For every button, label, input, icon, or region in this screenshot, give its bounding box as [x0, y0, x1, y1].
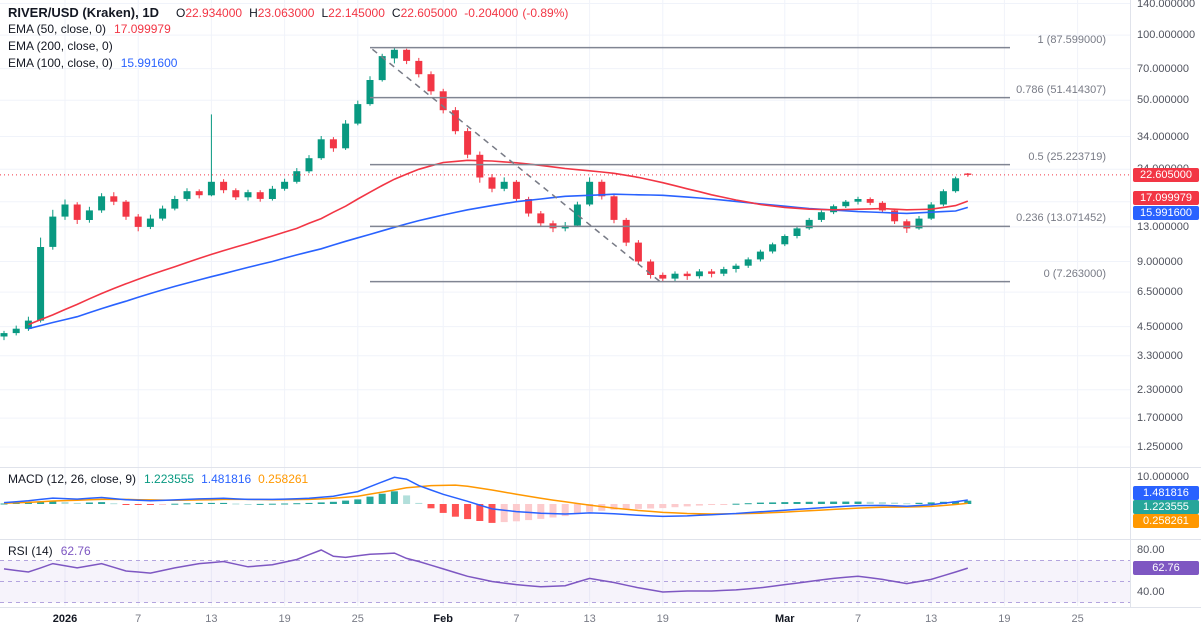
price-tick-label: 80.00 [1137, 544, 1165, 556]
rsi-value: 62.76 [60, 544, 91, 558]
macd-signal-value: 0.258261 [258, 472, 309, 486]
fib-level-label[interactable]: 0 (7.263000) [1043, 267, 1106, 280]
rsi-legend[interactable]: RSI (14) 62.76 [8, 543, 91, 560]
fib-level-label[interactable]: 0.5 (25.223719) [1028, 150, 1106, 163]
time-axis[interactable]: 2026 7 13 19 25 Feb 7 13 19 Mar 7 13 19 25 [0, 607, 1201, 630]
open-key: O [175, 6, 186, 20]
low-value: 22.145000 [328, 6, 385, 20]
macd-label: MACD (12, 26, close, 9) [8, 472, 137, 486]
ema100-legend-row[interactable]: EMA (100, close, 0) 15.991600 [8, 55, 568, 72]
close-value: 22.605000 [400, 6, 458, 20]
macd-legend[interactable]: MACD (12, 26, close, 9) 1.223555 1.481816 0… [8, 471, 308, 488]
ema100-label: EMA (100, close, 0) [8, 56, 113, 70]
main-legend: RIVER/USD (Kraken), 1D O22.934000 H23.0630… [8, 4, 568, 72]
time-tick-label: 7 [513, 613, 520, 625]
close-key: C [391, 6, 401, 20]
price-tick-label: 2.300000 [1137, 383, 1183, 396]
ema50-legend-row[interactable]: EMA (50, close, 0) 17.099979 [8, 21, 568, 38]
price-tick-label: 3.300000 [1137, 349, 1183, 362]
symbol-title: RIVER/USD (Kraken), 1D [8, 5, 159, 20]
price-tick-label: 100.000000 [1137, 29, 1196, 42]
price-tick-label: 4.500000 [1137, 320, 1183, 333]
time-tick-label: 7 [135, 613, 142, 625]
time-tick-label: 19 [998, 613, 1011, 625]
fib-level-label[interactable]: 1 (87.599000) [1037, 33, 1107, 46]
ema50-value: 17.099979 [114, 22, 171, 36]
time-tick-label: 13 [583, 613, 596, 625]
macd-line-value: 1.481816 [201, 472, 252, 486]
ema50-label: EMA (50, close, 0) [8, 22, 107, 36]
price-tick-label: 1.700000 [1137, 412, 1183, 425]
price-tick-label: 50.000000 [1137, 94, 1189, 107]
time-tick-label: Feb [433, 613, 453, 625]
ema100-price-badge: 15.991600 [1133, 206, 1199, 220]
time-tick-label: 25 [351, 613, 364, 625]
price-axis[interactable]: 22.605000 17.099979 15.991600 1.481816 1… [1130, 0, 1201, 607]
time-tick-label: 25 [1071, 613, 1084, 625]
open-value: 22.934000 [185, 6, 243, 20]
price-tick-label: 34.000000 [1137, 130, 1189, 143]
fib-level-label[interactable]: 0.786 (51.414307) [1016, 83, 1106, 96]
price-tick-label: 40.00 [1137, 586, 1165, 598]
time-tick-label: 19 [656, 613, 669, 625]
price-tick-label: 140.000000 [1137, 0, 1196, 10]
price-tick-label: 13.000000 [1137, 220, 1189, 233]
time-tick-label: 2026 [52, 613, 78, 625]
symbol-legend-row[interactable]: RIVER/USD (Kraken), 1D O22.934000 H23.0630… [8, 4, 568, 21]
rsi-label: RSI (14) [8, 544, 53, 558]
change-percent: (-0.89%) [522, 6, 569, 20]
time-tick-label: Mar [775, 613, 795, 625]
price-tick-label: 10.000000 [1137, 471, 1189, 483]
low-key: L [321, 6, 329, 20]
time-tick-label: 7 [854, 613, 862, 625]
time-tick-label: 13 [205, 613, 218, 625]
high-value: 23.063000 [257, 6, 315, 20]
macd-signal-badge: 0.258261 [1133, 514, 1199, 528]
price-tick-label: 9.000000 [1137, 255, 1183, 268]
macd-hist-value: 1.223555 [144, 472, 195, 486]
time-tick-label: 13 [925, 613, 938, 625]
ema200-legend-row[interactable]: EMA (200, close, 0) [8, 38, 568, 55]
last-price-badge: 22.605000 [1133, 168, 1199, 182]
ema50-price-badge: 17.099979 [1133, 191, 1199, 205]
change-value: -0.204000 [464, 6, 519, 20]
macd-hist-badge: 1.223555 [1133, 500, 1199, 514]
high-key: H [249, 6, 258, 20]
ema100-value: 15.991600 [120, 56, 178, 70]
price-tick-label: 6.500000 [1137, 286, 1183, 299]
rsi-badge: 62.76 [1133, 561, 1199, 575]
macd-line-badge: 1.481816 [1133, 486, 1199, 500]
price-tick-label: 70.000000 [1137, 62, 1189, 75]
fib-level-label[interactable]: 0.236 (13.071452) [1016, 212, 1106, 225]
ema200-label: EMA (200, close, 0) [8, 39, 113, 53]
time-tick-label: 19 [278, 613, 291, 625]
price-tick-label: 1.250000 [1137, 441, 1183, 453]
